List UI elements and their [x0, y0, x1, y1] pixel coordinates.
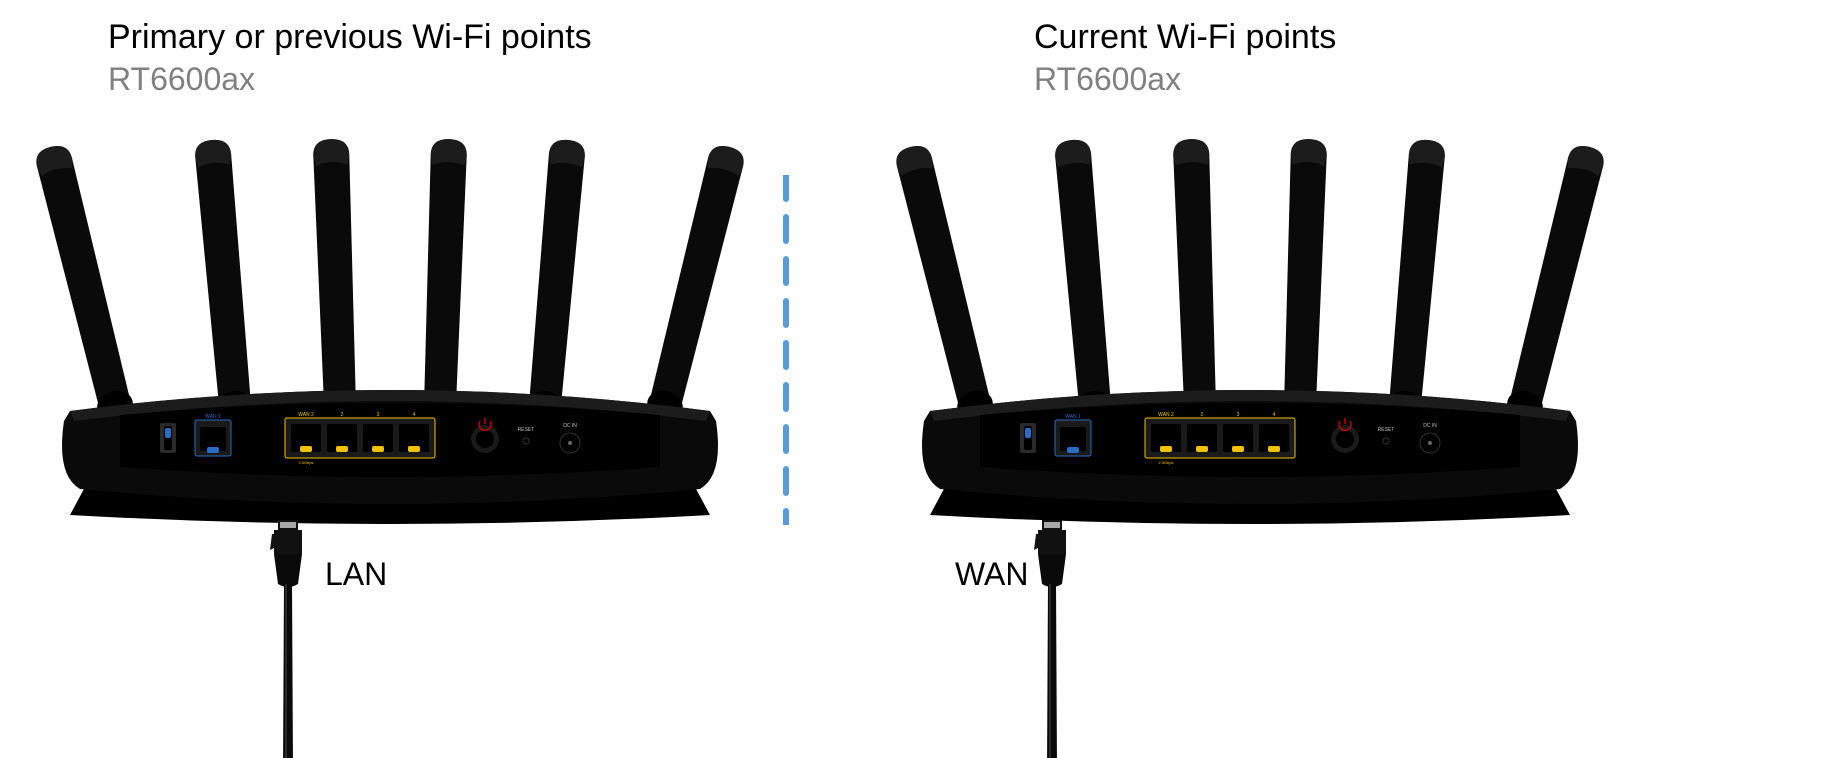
- right-subtitle: RT6600ax: [1034, 61, 1336, 98]
- svg-text:4: 4: [413, 412, 416, 418]
- left-title: Primary or previous Wi-Fi points: [108, 18, 592, 57]
- router-current: WAN 1 WAN 2 2 3 4 2.5Gbps RESET DC IN: [870, 115, 1630, 545]
- svg-text:2.5Gbps: 2.5Gbps: [298, 460, 313, 465]
- svg-text:RESET: RESET: [518, 427, 535, 433]
- lan-cable: [268, 520, 308, 758]
- svg-text:RESET: RESET: [1378, 427, 1395, 433]
- wan-label: WAN: [955, 556, 1028, 593]
- left-subtitle: RT6600ax: [108, 61, 592, 98]
- svg-text:2: 2: [1201, 412, 1204, 418]
- divider-line: [783, 175, 789, 525]
- left-title-block: Primary or previous Wi-Fi points RT6600a…: [108, 18, 592, 98]
- svg-text:WAN 1: WAN 1: [205, 414, 221, 420]
- svg-text:2.5Gbps: 2.5Gbps: [1158, 460, 1173, 465]
- svg-text:2: 2: [341, 412, 344, 418]
- svg-text:3: 3: [377, 412, 380, 418]
- svg-text:WAN 2: WAN 2: [1158, 412, 1174, 418]
- right-title-block: Current Wi-Fi points RT6600ax: [1034, 18, 1336, 98]
- right-title: Current Wi-Fi points: [1034, 18, 1336, 57]
- diagram-canvas: Primary or previous Wi-Fi points RT6600a…: [0, 0, 1822, 758]
- svg-text:DC IN: DC IN: [563, 423, 577, 429]
- svg-text:WAN 1: WAN 1: [1065, 414, 1081, 420]
- svg-text:DC IN: DC IN: [1423, 423, 1437, 429]
- lan-label: LAN: [325, 556, 387, 593]
- router-primary: WAN 1 WAN 2 2 3 4 2.5Gbps RESET DC IN: [10, 115, 770, 545]
- svg-text:WAN 2: WAN 2: [298, 412, 314, 418]
- svg-text:4: 4: [1273, 412, 1276, 418]
- svg-text:3: 3: [1237, 412, 1240, 418]
- wan-cable: [1032, 520, 1072, 758]
